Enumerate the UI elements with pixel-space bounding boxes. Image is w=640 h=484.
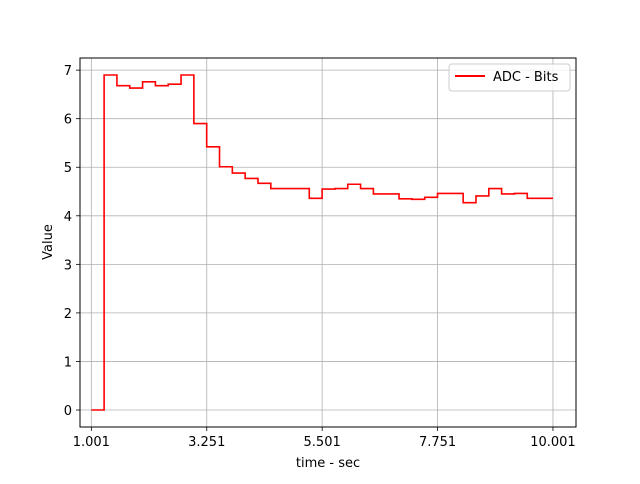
plot-series <box>91 74 553 411</box>
x-axis-label: time - sec <box>296 456 360 471</box>
x-tick-label: 1.001 <box>73 435 110 450</box>
x-tick-label: 5.501 <box>304 435 341 450</box>
y-tick-label: 6 <box>64 113 72 128</box>
x-tick-label: 7.751 <box>419 435 456 450</box>
series-line <box>91 74 553 411</box>
x-axis-ticks: 1.001 3.251 5.501 7.751 10.001 <box>73 427 576 450</box>
y-tick-label: 3 <box>64 258 72 273</box>
legend: ADC - Bits <box>448 63 571 92</box>
plot-frame <box>79 57 577 428</box>
y-tick-label: 4 <box>64 210 72 225</box>
legend-label: ADC - Bits <box>493 70 559 85</box>
y-tick-label: 2 <box>64 307 72 322</box>
x-tick-label: 3.251 <box>188 435 225 450</box>
y-axis-ticks: 0 1 2 3 4 5 6 7 <box>64 64 80 419</box>
y-tick-label: 7 <box>64 64 72 79</box>
grid <box>80 58 576 427</box>
y-axis-label: Value <box>41 224 56 260</box>
y-tick-label: 5 <box>64 161 72 176</box>
y-tick-label: 1 <box>64 355 72 370</box>
y-tick-label: 0 <box>64 404 72 419</box>
legend-box <box>448 63 571 92</box>
x-tick-label: 10.001 <box>530 435 576 450</box>
